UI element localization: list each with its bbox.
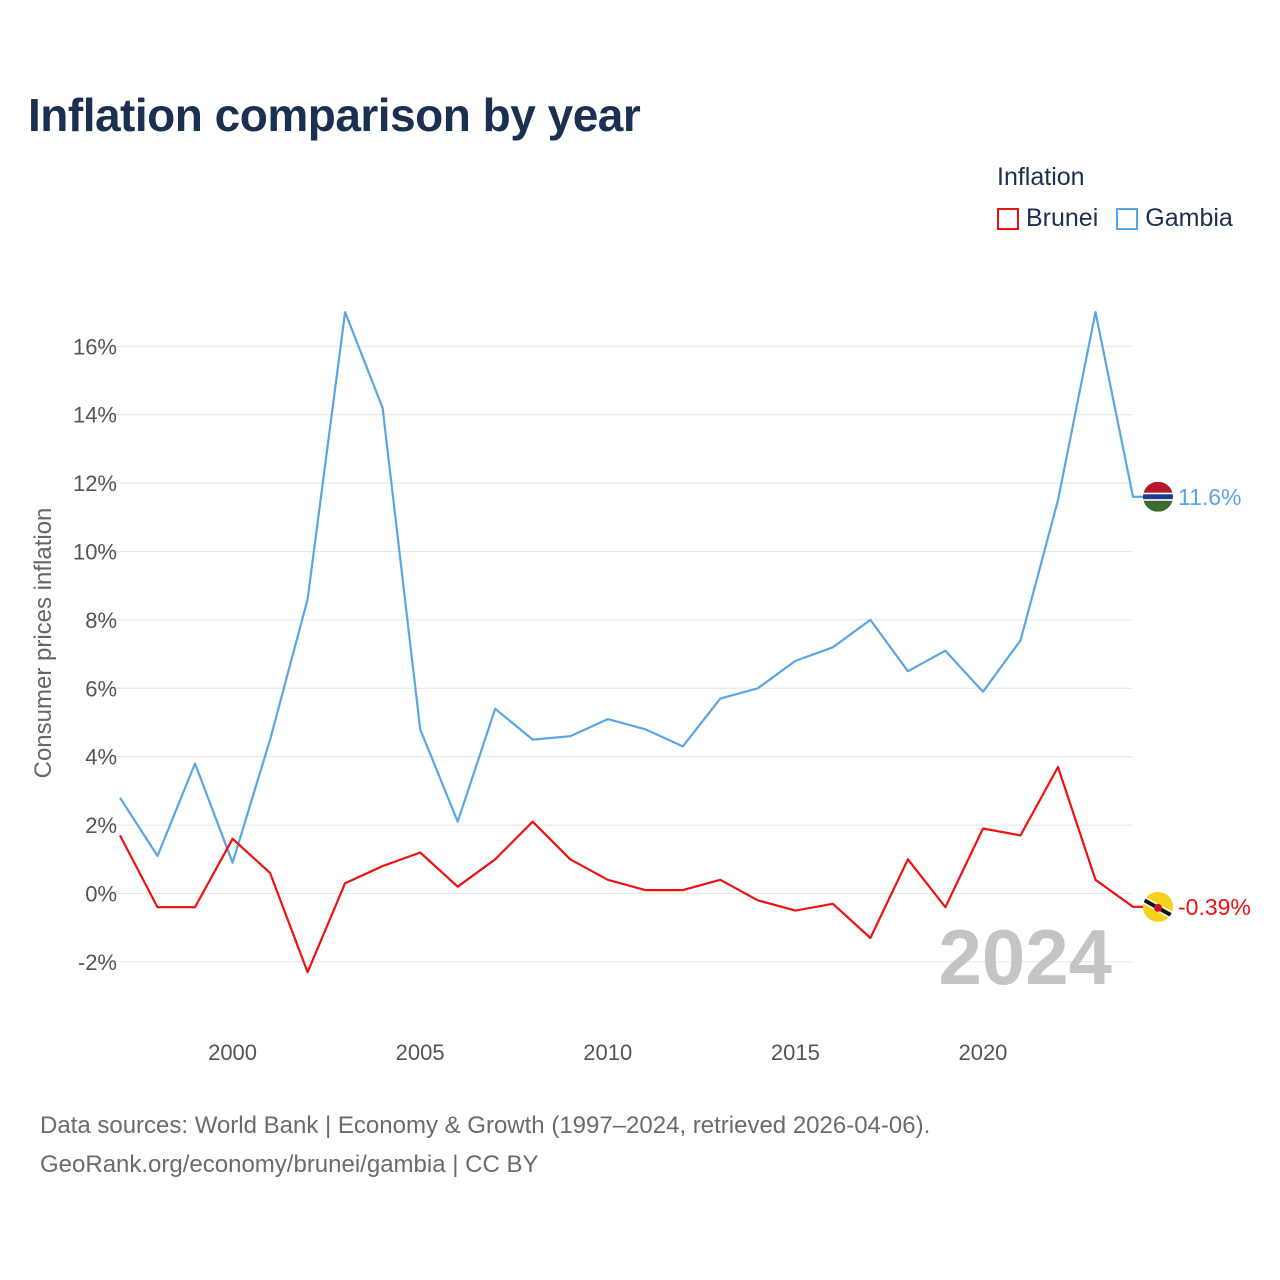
data-point-brunei[interactable] bbox=[192, 904, 198, 910]
data-point-gambia[interactable] bbox=[492, 706, 498, 712]
data-point-gambia[interactable] bbox=[792, 658, 798, 664]
y-tick-label: 12% bbox=[73, 471, 117, 496]
line-chart: -2%0%2%4%6%8%10%12%14%16% 2000 2005 2010 20… bbox=[30, 309, 1251, 1065]
x-tick-label: 2010 bbox=[583, 1040, 632, 1065]
y-tick-label: 4% bbox=[85, 745, 117, 770]
data-point-gambia[interactable] bbox=[942, 648, 948, 654]
chart-title: Inflation comparison by year bbox=[28, 89, 641, 141]
data-point-brunei[interactable] bbox=[867, 935, 873, 941]
brunei-flag-icon bbox=[1143, 891, 1173, 922]
legend: Brunei Gambia bbox=[997, 204, 1251, 233]
legend-item-brunei[interactable]: Brunei bbox=[997, 204, 1098, 233]
data-point-gambia[interactable] bbox=[305, 596, 311, 602]
data-point-brunei[interactable] bbox=[530, 819, 536, 825]
y-axis-label: Consumer prices inflation bbox=[30, 508, 57, 779]
x-tick-label: 2015 bbox=[771, 1040, 820, 1065]
data-point-gambia[interactable] bbox=[230, 860, 236, 866]
y-tick-label: 16% bbox=[73, 334, 117, 359]
data-point-brunei[interactable] bbox=[642, 887, 648, 893]
gridlines bbox=[92, 345, 1133, 963]
footer: Data sources: World Bank | Economy & Gro… bbox=[40, 1106, 930, 1184]
data-point-brunei[interactable] bbox=[117, 832, 123, 838]
data-point-gambia[interactable] bbox=[755, 685, 761, 691]
legend-swatch-brunei bbox=[997, 207, 1019, 230]
series-line-brunei[interactable] bbox=[119, 765, 1147, 974]
x-tick-label: 2000 bbox=[208, 1040, 257, 1065]
y-tick-label: 0% bbox=[85, 882, 117, 907]
data-point-gambia[interactable] bbox=[717, 696, 723, 702]
legend-label-brunei: Brunei bbox=[1026, 204, 1099, 232]
footer-sources: Data sources: World Bank | Economy & Gro… bbox=[40, 1112, 931, 1139]
y-tick-label: 6% bbox=[85, 676, 117, 701]
data-point-brunei[interactable] bbox=[155, 904, 161, 910]
data-point-brunei[interactable] bbox=[905, 856, 911, 862]
data-point-gambia[interactable] bbox=[1017, 637, 1023, 643]
data-point-brunei[interactable] bbox=[680, 887, 686, 893]
data-point-brunei[interactable] bbox=[980, 826, 986, 832]
data-point-gambia[interactable] bbox=[380, 405, 386, 411]
legend-title: Inflation bbox=[997, 163, 1085, 191]
data-point-brunei[interactable] bbox=[717, 877, 723, 883]
data-point-brunei[interactable] bbox=[417, 849, 423, 855]
end-value-label-brunei: -0.39% bbox=[1178, 894, 1251, 920]
data-point-gambia[interactable] bbox=[192, 761, 198, 767]
data-point-gambia[interactable] bbox=[567, 733, 573, 739]
data-point-gambia[interactable] bbox=[1130, 494, 1136, 500]
data-point-brunei[interactable] bbox=[455, 884, 461, 890]
data-point-gambia[interactable] bbox=[530, 737, 536, 743]
y-tick-label: 8% bbox=[85, 608, 117, 633]
data-point-brunei[interactable] bbox=[1055, 764, 1061, 770]
data-point-gambia[interactable] bbox=[267, 737, 273, 743]
data-point-gambia[interactable] bbox=[155, 853, 161, 859]
data-point-gambia[interactable] bbox=[417, 726, 423, 732]
data-point-brunei[interactable] bbox=[605, 877, 611, 883]
data-point-gambia[interactable] bbox=[830, 644, 836, 650]
y-axis-ticks: -2% 0% 2% 4% 6% 8% 10% 12% 14% 16% bbox=[73, 334, 117, 975]
data-point-brunei[interactable] bbox=[755, 897, 761, 903]
data-point-gambia[interactable] bbox=[680, 743, 686, 749]
series-lines bbox=[117, 309, 1147, 975]
legend-item-gambia[interactable]: Gambia bbox=[1116, 204, 1233, 233]
data-point-brunei[interactable] bbox=[1093, 877, 1099, 883]
data-point-gambia[interactable] bbox=[980, 689, 986, 695]
data-point-gambia[interactable] bbox=[867, 617, 873, 623]
data-point-brunei[interactable] bbox=[342, 880, 348, 886]
data-point-gambia[interactable] bbox=[642, 726, 648, 732]
data-point-gambia[interactable] bbox=[905, 668, 911, 674]
legend-label-gambia: Gambia bbox=[1145, 204, 1233, 232]
footer-link[interactable]: GeoRank.org/economy/brunei/gambia | CC B… bbox=[40, 1151, 539, 1178]
end-value-label-gambia: 11.6% bbox=[1178, 484, 1242, 510]
data-point-brunei[interactable] bbox=[380, 863, 386, 869]
series-line-gambia[interactable] bbox=[119, 311, 1147, 864]
data-point-brunei[interactable] bbox=[792, 908, 798, 914]
data-point-gambia[interactable] bbox=[1093, 309, 1099, 315]
data-point-brunei[interactable] bbox=[1017, 832, 1023, 838]
series-end-markers: 11.6% -0.39% bbox=[1143, 481, 1251, 922]
gambia-flag-icon bbox=[1143, 481, 1173, 512]
x-tick-label: 2005 bbox=[396, 1040, 445, 1065]
data-point-brunei[interactable] bbox=[567, 856, 573, 862]
data-point-gambia[interactable] bbox=[455, 819, 461, 825]
y-tick-label: 2% bbox=[85, 813, 117, 838]
x-tick-label: 2020 bbox=[958, 1040, 1007, 1065]
y-tick-label: 14% bbox=[73, 403, 117, 428]
x-axis-ticks: 2000 2005 2010 2015 2020 bbox=[208, 1040, 1007, 1065]
data-point-gambia[interactable] bbox=[605, 716, 611, 722]
legend-swatch-gambia bbox=[1116, 207, 1139, 230]
data-point-brunei[interactable] bbox=[492, 856, 498, 862]
y-tick-label: 10% bbox=[73, 540, 117, 565]
data-point-gambia[interactable] bbox=[1055, 497, 1061, 503]
data-point-gambia[interactable] bbox=[342, 309, 348, 315]
data-point-brunei[interactable] bbox=[230, 836, 236, 842]
current-year-watermark: 2024 bbox=[938, 913, 1112, 1001]
data-point-brunei[interactable] bbox=[830, 901, 836, 907]
data-point-brunei[interactable] bbox=[305, 969, 311, 975]
data-point-brunei[interactable] bbox=[942, 904, 948, 910]
data-point-brunei[interactable] bbox=[1130, 904, 1136, 910]
y-tick-label: -2% bbox=[78, 950, 117, 975]
data-point-gambia[interactable] bbox=[117, 795, 123, 801]
data-point-brunei[interactable] bbox=[267, 870, 273, 876]
